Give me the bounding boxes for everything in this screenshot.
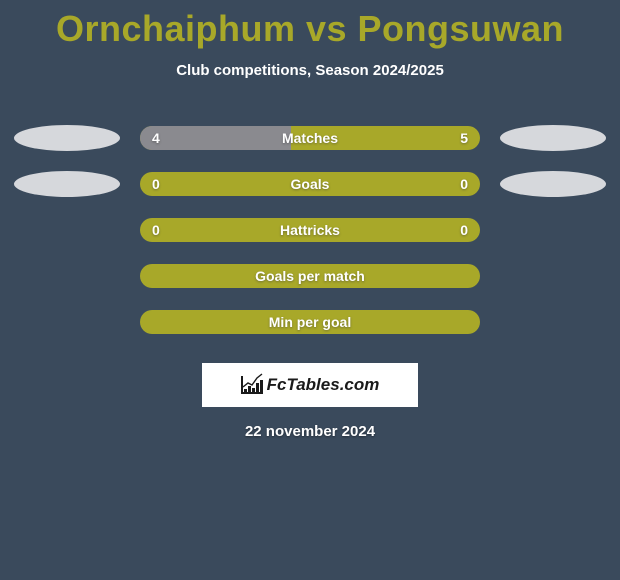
stats-container: 4 5 Matches 0 0 Goals 0 0 Hattricks Goals per mat… xyxy=(0,115,620,345)
stat-row: 4 5 Matches xyxy=(0,115,620,161)
stat-bar: Min per goal xyxy=(140,310,480,334)
logo-chart-icon xyxy=(241,376,263,394)
player-right-ellipse xyxy=(500,125,606,151)
stat-row: Goals per match xyxy=(0,253,620,299)
stat-right-value: 0 xyxy=(460,222,468,238)
logo-barlet xyxy=(248,386,251,392)
stat-left-value: 0 xyxy=(152,176,160,192)
logo-barlet xyxy=(256,383,259,392)
stat-label: Goals per match xyxy=(255,268,365,284)
stat-row: 0 0 Goals xyxy=(0,161,620,207)
stat-bar-fill xyxy=(140,126,291,150)
player-left-ellipse xyxy=(14,171,120,197)
stat-label: Matches xyxy=(282,130,338,146)
logo-text: FcTables.com xyxy=(267,375,380,395)
stat-row: 0 0 Hattricks xyxy=(0,207,620,253)
date-label: 22 november 2024 xyxy=(0,423,620,440)
player-right-ellipse xyxy=(500,171,606,197)
logo-barlet xyxy=(244,389,247,392)
logo-box: FcTables.com xyxy=(202,363,418,407)
logo-barlet xyxy=(260,380,263,392)
stat-bar: 0 0 Hattricks xyxy=(140,218,480,242)
logo-barlet xyxy=(252,388,255,392)
stat-left-value: 0 xyxy=(152,222,160,238)
stat-right-value: 5 xyxy=(460,130,468,146)
stat-bar: 4 5 Matches xyxy=(140,126,480,150)
page-title: Ornchaiphum vs Pongsuwan xyxy=(0,0,620,50)
stat-bar: 0 0 Goals xyxy=(140,172,480,196)
stat-row: Min per goal xyxy=(0,299,620,345)
stat-left-value: 4 xyxy=(152,130,160,146)
stat-label: Hattricks xyxy=(280,222,340,238)
stat-label: Goals xyxy=(291,176,330,192)
stat-label: Min per goal xyxy=(269,314,351,330)
stat-bar: Goals per match xyxy=(140,264,480,288)
subtitle: Club competitions, Season 2024/2025 xyxy=(0,62,620,79)
player-left-ellipse xyxy=(14,125,120,151)
stat-right-value: 0 xyxy=(460,176,468,192)
